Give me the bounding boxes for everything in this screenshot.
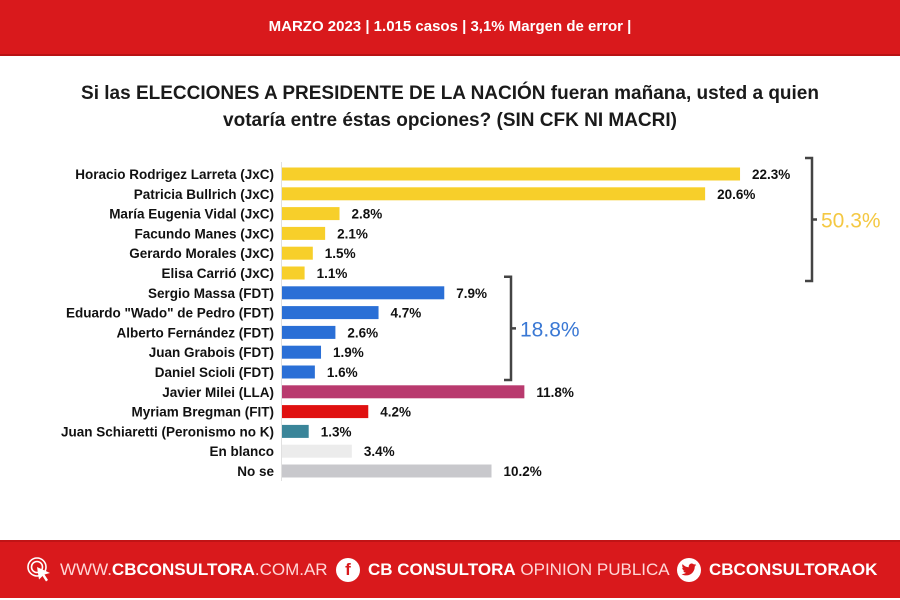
click-cursor-icon bbox=[26, 556, 54, 584]
survey-info: MARZO 2023 | 1.015 casos | 3,1% Margen d… bbox=[268, 18, 632, 35]
value-label: 1.6% bbox=[327, 365, 358, 380]
footer-website[interactable]: WWW. CBCONSULTORA .COM.AR bbox=[26, 542, 328, 598]
bar bbox=[282, 187, 706, 201]
bar-chart: Horacio Rodrigez Larreta (JxC) 22.3% Patri… bbox=[61, 156, 881, 481]
bar bbox=[282, 286, 445, 300]
value-label: 3.4% bbox=[364, 444, 395, 459]
website-domain: CBCONSULTORA bbox=[111, 560, 255, 579]
bar bbox=[282, 306, 379, 320]
bar bbox=[282, 246, 313, 260]
footer-bar: WWW. CBCONSULTORA .COM.AR f CB CONSULTORA … bbox=[0, 540, 900, 598]
bar bbox=[282, 226, 326, 240]
category-label: Alberto Fernández (FDT) bbox=[117, 325, 275, 340]
category-label: Daniel Scioli (FDT) bbox=[155, 365, 274, 380]
chart-title: Si las ELECCIONES A PRESIDENTE DE LA NAC… bbox=[20, 80, 880, 134]
category-label: Gerardo Morales (JxC) bbox=[129, 246, 274, 261]
facebook-name: CB CONSULTORA bbox=[368, 560, 516, 579]
facebook-subtitle: OPINION PUBLICA bbox=[515, 560, 670, 579]
category-label: En blanco bbox=[209, 444, 274, 459]
value-label: 2.6% bbox=[347, 325, 378, 340]
footer-facebook[interactable]: f CB CONSULTORA OPINION PUBLICA bbox=[336, 542, 670, 598]
bar bbox=[282, 325, 336, 339]
bar bbox=[282, 464, 492, 478]
bar bbox=[282, 266, 305, 280]
footer-twitter[interactable]: CBCONSULTORAOK bbox=[677, 542, 877, 598]
category-label: María Eugenia Vidal (JxC) bbox=[109, 207, 274, 222]
facebook-icon: f bbox=[336, 558, 360, 582]
value-label: 1.5% bbox=[325, 246, 356, 261]
website-suffix: .COM.AR bbox=[254, 560, 328, 579]
twitter-icon bbox=[677, 558, 701, 582]
chart-title-line-1: Si las ELECCIONES A PRESIDENTE DE LA NAC… bbox=[81, 83, 819, 104]
value-label: 4.7% bbox=[391, 306, 422, 321]
bar bbox=[282, 385, 525, 399]
group-bracket bbox=[805, 156, 817, 283]
value-label: 10.2% bbox=[504, 464, 542, 479]
group-total-label: 18.8% bbox=[520, 318, 580, 341]
chart-title-line-2: votaría entre éstas opciones? (SIN CFK N… bbox=[223, 110, 677, 131]
bar bbox=[282, 207, 340, 221]
category-label: Juan Schiaretti (Peronismo no K) bbox=[61, 424, 274, 439]
category-label: Myriam Bregman (FIT) bbox=[131, 405, 274, 420]
website-prefix: WWW. bbox=[60, 560, 112, 579]
value-label: 2.8% bbox=[352, 207, 383, 222]
bar bbox=[282, 365, 315, 379]
value-label: 1.1% bbox=[317, 266, 348, 281]
category-label: Horacio Rodrigez Larreta (JxC) bbox=[75, 167, 274, 182]
value-label: 22.3% bbox=[752, 167, 790, 182]
bar bbox=[282, 424, 309, 438]
bar bbox=[282, 444, 352, 458]
category-label: Facundo Manes (JxC) bbox=[134, 226, 274, 241]
value-label: 1.9% bbox=[333, 345, 364, 360]
twitter-handle: CBCONSULTORAOK bbox=[709, 560, 878, 579]
category-label: Javier Milei (LLA) bbox=[162, 385, 274, 400]
bar bbox=[282, 345, 322, 359]
category-label: Eduardo "Wado" de Pedro (FDT) bbox=[66, 306, 274, 321]
value-label: 7.9% bbox=[456, 286, 487, 301]
category-label: Sergio Massa (FDT) bbox=[148, 286, 274, 301]
category-label: Patricia Bullrich (JxC) bbox=[134, 187, 274, 202]
category-label: Elisa Carrió (JxC) bbox=[161, 266, 274, 281]
header-bar: MARZO 2023 | 1.015 casos | 3,1% Margen d… bbox=[0, 0, 900, 56]
category-label: Juan Grabois (FDT) bbox=[149, 345, 274, 360]
value-label: 11.8% bbox=[536, 385, 574, 400]
value-label: 4.2% bbox=[380, 405, 411, 420]
category-label: No se bbox=[237, 464, 274, 479]
value-label: 20.6% bbox=[717, 187, 755, 202]
group-bracket bbox=[504, 275, 516, 382]
value-label: 1.3% bbox=[321, 424, 352, 439]
bar bbox=[282, 405, 369, 419]
group-total-label: 50.3% bbox=[821, 210, 881, 233]
bar bbox=[282, 167, 741, 181]
value-label: 2.1% bbox=[337, 226, 368, 241]
